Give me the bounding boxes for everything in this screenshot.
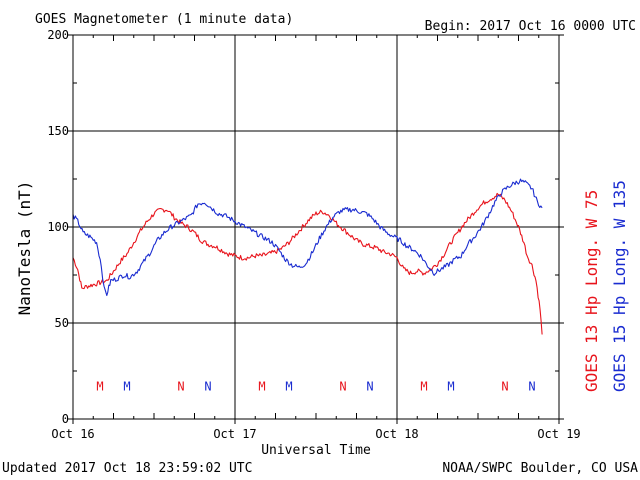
- grid-lines: [73, 35, 559, 419]
- chart-title: GOES Magnetometer (1 minute data): [35, 12, 293, 27]
- y-tick-label: 0: [62, 412, 69, 426]
- marker-m: M: [258, 379, 265, 393]
- y-axis-label: NanoTesla (nT): [15, 181, 34, 316]
- credit-text: NOAA/SWPC Boulder, CO USA: [442, 461, 638, 476]
- begin-time: Begin: 2017 Oct 16 0000 UTC: [425, 19, 636, 34]
- marker-m: M: [123, 379, 130, 393]
- x-tick-label: Oct 19: [537, 427, 580, 441]
- marker-m: M: [447, 379, 454, 393]
- axis-ticks: 0 50 100 150 200 Oct 16 Oct 17 Oct 18 Oct 19: [47, 28, 580, 441]
- marker-m: M: [285, 379, 292, 393]
- y-tick-label: 200: [47, 28, 69, 42]
- marker-n: N: [501, 379, 508, 393]
- marker-n: N: [366, 379, 373, 393]
- x-tick-label: Oct 17: [213, 427, 256, 441]
- y-tick-label: 50: [55, 316, 69, 330]
- marker-n: N: [528, 379, 535, 393]
- x-axis-label: Universal Time: [261, 443, 371, 458]
- series-line-goes13: [72, 192, 543, 335]
- marker-m: M: [96, 379, 103, 393]
- x-tick-label: Oct 16: [51, 427, 94, 441]
- data-series: [72, 178, 543, 335]
- x-tick-label: Oct 18: [375, 427, 418, 441]
- y-tick-label: 100: [47, 220, 69, 234]
- y-tick-label: 150: [47, 124, 69, 138]
- marker-n: N: [177, 379, 184, 393]
- legend-goes13: GOES 13 Hp Long. W 75: [582, 190, 601, 392]
- marker-m: M: [420, 379, 427, 393]
- series-line-goes15: [72, 178, 543, 297]
- legend-goes15: GOES 15 Hp Long. W 135: [610, 180, 629, 392]
- marker-n: N: [339, 379, 346, 393]
- plot-frame: [72, 34, 560, 420]
- updated-timestamp: Updated 2017 Oct 18 23:59:02 UTC: [2, 461, 252, 476]
- marker-n: N: [204, 379, 211, 393]
